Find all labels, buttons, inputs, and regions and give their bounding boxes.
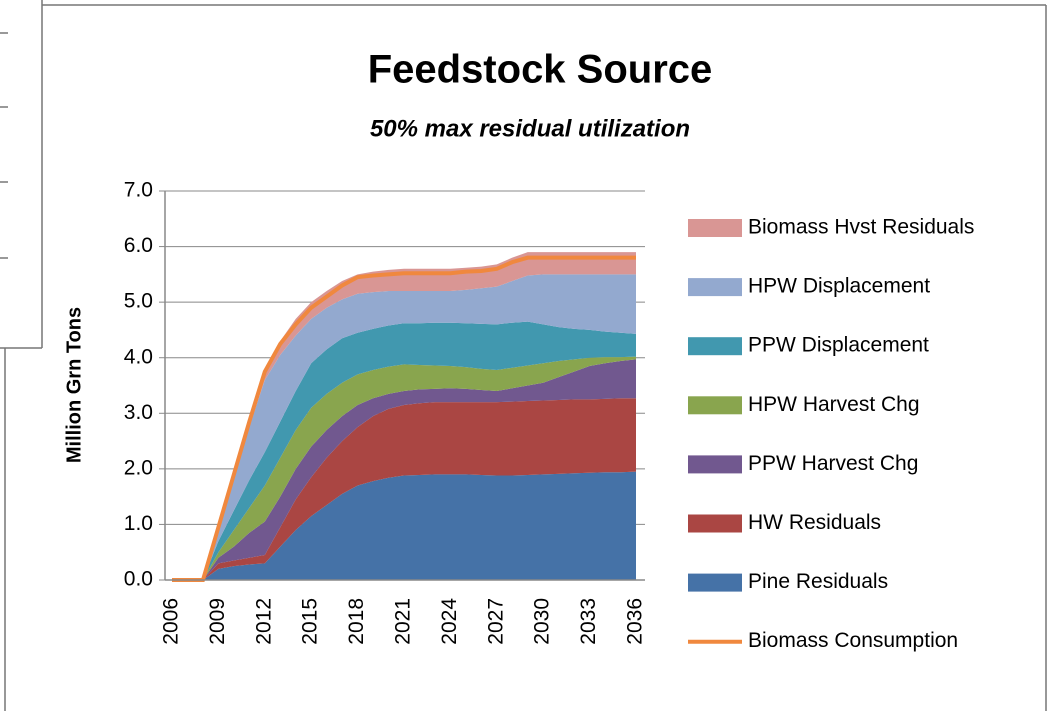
legend-label: HW Residuals <box>748 511 881 534</box>
legend-swatch <box>688 337 742 356</box>
area <box>172 398 636 580</box>
legend-swatch <box>688 573 742 592</box>
legend-label: HPW Harvest Chg <box>748 393 920 416</box>
legend-label: Pine Residuals <box>748 570 888 593</box>
x-tick-label: 2021 <box>392 598 415 645</box>
area <box>172 274 636 580</box>
x-tick-label: 2006 <box>160 598 183 645</box>
legend-label: PPW Displacement <box>748 334 929 357</box>
y-tick-label: 6.0 <box>124 234 153 257</box>
y-tick-label: 7.0 <box>124 179 153 202</box>
y-tick-label: 5.0 <box>124 290 153 313</box>
area <box>172 471 636 580</box>
area <box>172 359 636 580</box>
x-tick-label: 2018 <box>345 598 368 645</box>
legend-label: Biomass Hvst Residuals <box>748 216 974 239</box>
legend-swatch <box>688 278 742 297</box>
legend-swatch <box>688 455 742 474</box>
x-tick-label: 2015 <box>299 598 322 645</box>
legend-label: HPW Displacement <box>748 275 930 298</box>
y-tick-label: 2.0 <box>124 456 153 479</box>
chart-subtitle: 50% max residual utilization <box>370 115 690 142</box>
line <box>172 255 636 582</box>
chart-title: Feedstock Source <box>368 48 713 92</box>
area <box>172 321 636 580</box>
x-tick-label: 2012 <box>252 598 275 645</box>
y-tick-label: 1.0 <box>124 512 153 535</box>
x-tick-label: 2033 <box>577 598 600 645</box>
legend-swatch <box>688 514 742 533</box>
x-tick-label: 2030 <box>531 598 554 645</box>
legend-swatch <box>688 396 742 415</box>
legend-label: PPW Harvest Chg <box>748 452 918 475</box>
y-tick-label: 0.0 <box>124 568 153 591</box>
y-tick-label: 3.0 <box>124 401 153 424</box>
y-axis-label: Million Grn Tons <box>63 307 85 463</box>
x-tick-label: 2009 <box>206 598 229 645</box>
legend-swatch <box>688 219 742 237</box>
area <box>172 356 636 580</box>
x-tick-label: 2036 <box>624 598 647 645</box>
y-tick-label: 4.0 <box>124 345 153 368</box>
legend-label: Biomass Consumption <box>748 629 958 652</box>
x-tick-label: 2027 <box>484 598 507 645</box>
x-tick-label: 2024 <box>438 598 461 645</box>
